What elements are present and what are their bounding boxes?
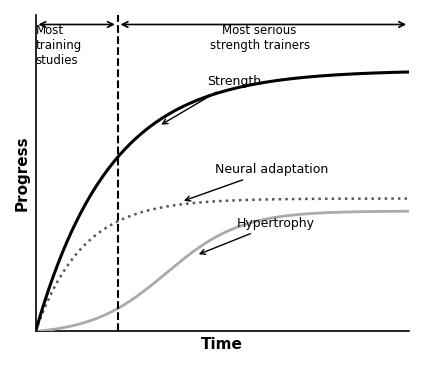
Text: Neural adaptation: Neural adaptation (185, 163, 328, 201)
Text: Most
training
studies: Most training studies (36, 25, 82, 68)
Text: Strength: Strength (162, 75, 262, 124)
Text: Most serious
strength trainers: Most serious strength trainers (209, 25, 310, 52)
Text: Hypertrophy: Hypertrophy (200, 217, 315, 254)
X-axis label: Time: Time (201, 337, 243, 352)
Y-axis label: Progress: Progress (15, 135, 30, 211)
